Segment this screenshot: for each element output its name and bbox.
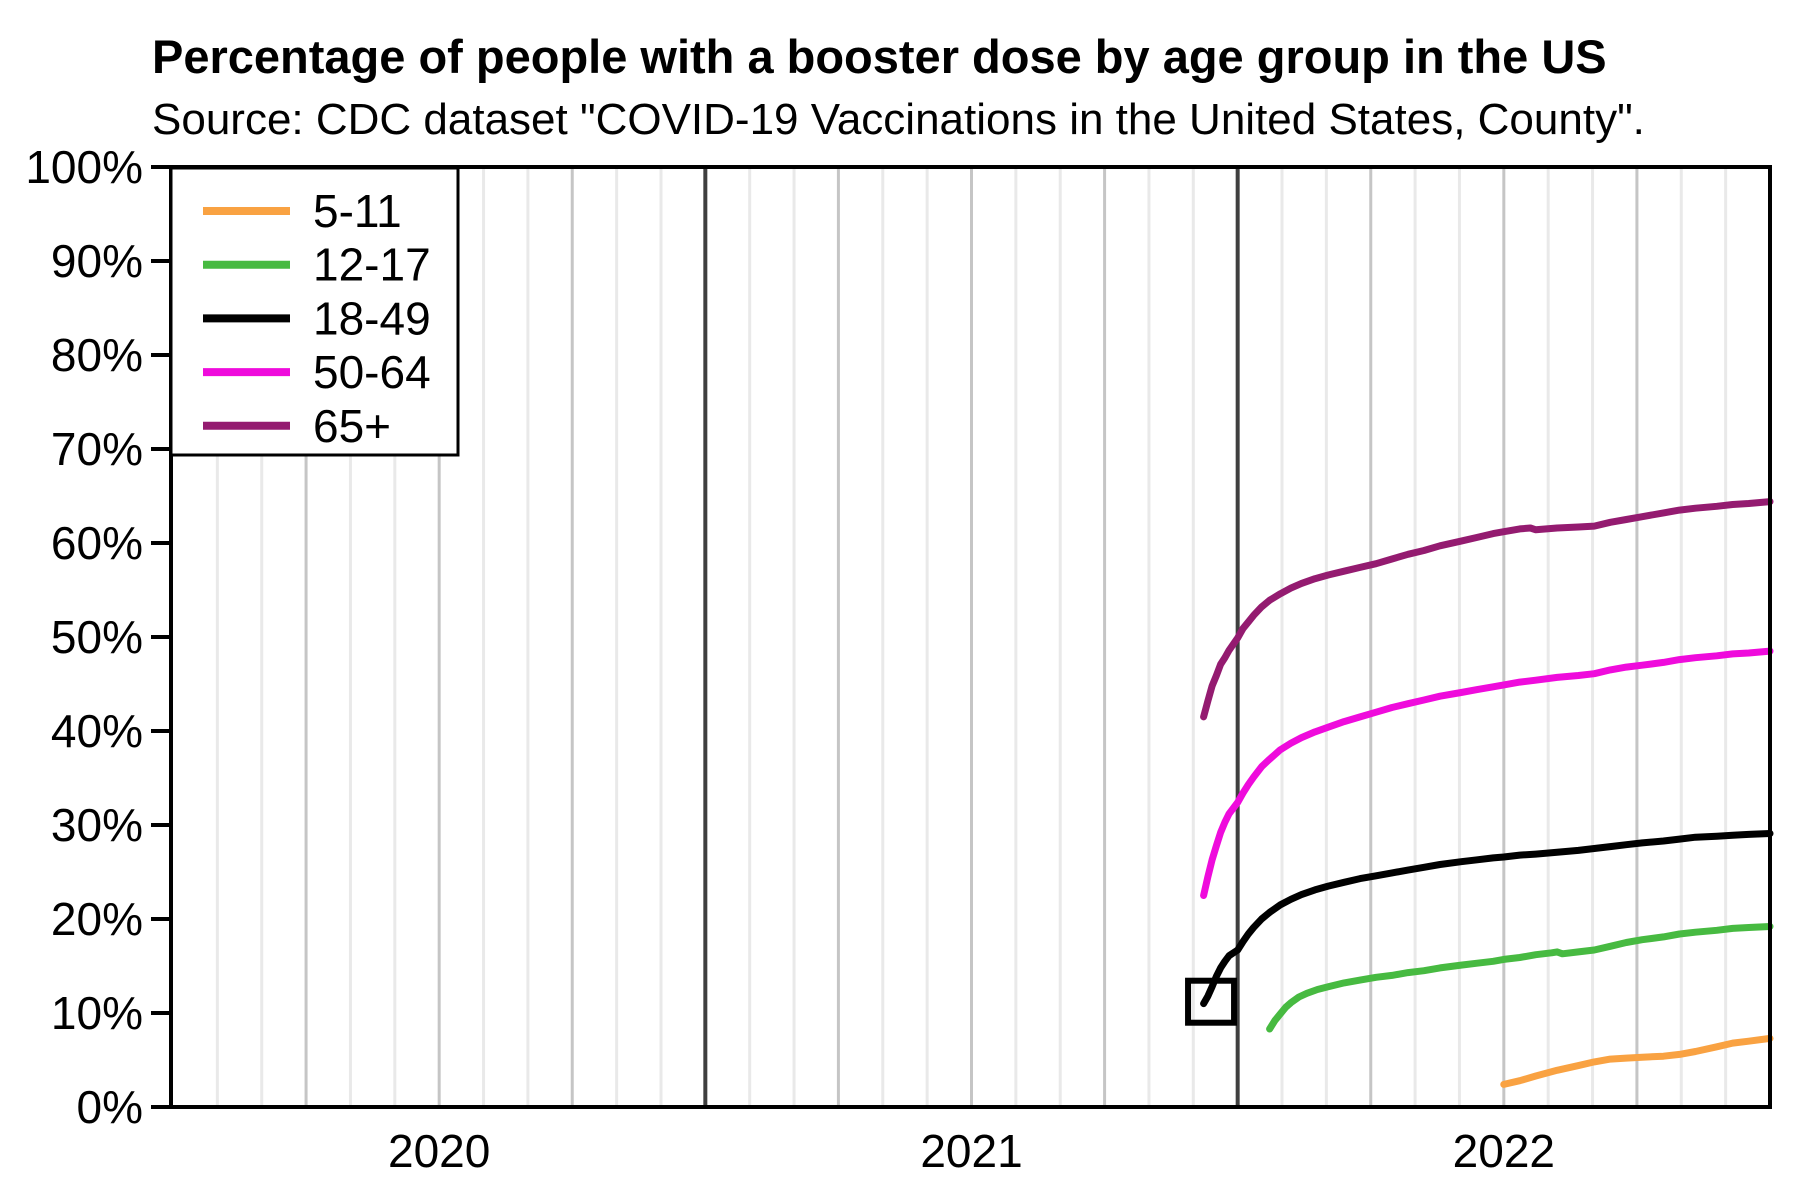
series-lines [1200, 498, 1774, 1088]
legend-label-5-11: 5-11 [313, 185, 402, 237]
legend-label-50-64: 50-64 [313, 346, 431, 398]
x-tick-label: 2022 [1453, 1125, 1555, 1177]
legend-label-12-17: 12-17 [313, 239, 431, 291]
axes: 0% 10% 20% 30% 40% 50% 60% 70% 80% 90% 100% 2020 202… [25, 141, 1555, 1177]
x-tick-label: 2021 [920, 1125, 1022, 1177]
x-tick-label: 2020 [388, 1125, 490, 1177]
legend-label-18-49: 18-49 [313, 292, 431, 344]
y-tick-label: 70% [51, 423, 143, 475]
y-tick-label: 0% [77, 1081, 143, 1133]
chart-subtitle: Source: CDC dataset "COVID-19 Vaccinatio… [152, 95, 1645, 144]
y-tick-label: 100% [25, 141, 143, 193]
legend-label-65+: 65+ [313, 400, 391, 452]
y-tick-label: 30% [51, 799, 143, 851]
series-line-5-11 [1500, 1034, 1774, 1088]
annotation-layer [1185, 977, 1238, 1026]
legend-box [169, 166, 460, 457]
y-tick-label: 40% [51, 705, 143, 757]
y-tick-label: 80% [51, 329, 143, 381]
chart-title: Percentage of people with a booster dose… [152, 30, 1607, 83]
y-tick-label: 50% [51, 611, 143, 663]
y-tick-label: 60% [51, 517, 143, 569]
series-line-65+ [1200, 498, 1774, 721]
series-line-50-64 [1200, 647, 1774, 899]
y-tick-label: 20% [51, 893, 143, 945]
annotation-square [1185, 977, 1238, 1026]
y-tick-label: 10% [51, 987, 143, 1039]
series-line-18-49 [1200, 830, 1774, 1008]
y-tick-label: 90% [51, 235, 143, 287]
series-line-12-17 [1266, 923, 1774, 1033]
